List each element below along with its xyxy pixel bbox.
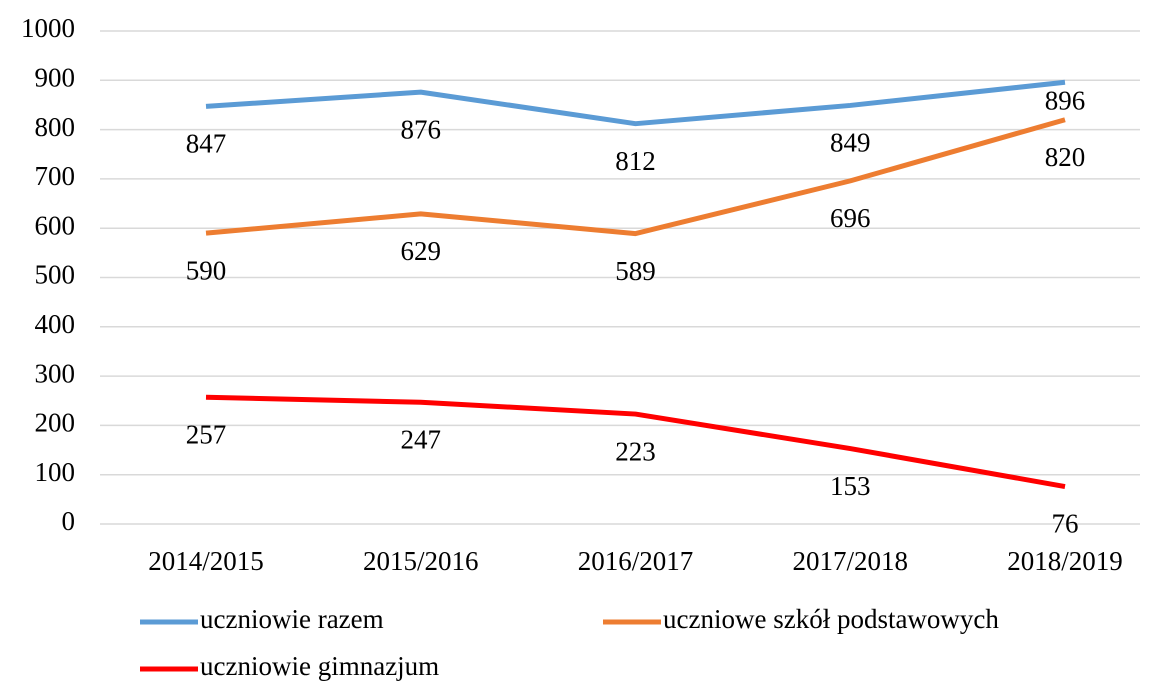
- data-label: 849: [830, 128, 871, 158]
- data-label: 257: [186, 420, 227, 450]
- data-label: 76: [1052, 509, 1079, 539]
- y-tick-label: 300: [35, 358, 76, 388]
- y-tick-label: 800: [35, 112, 76, 142]
- y-tick-label: 400: [35, 309, 76, 339]
- x-tick-label: 2014/2015: [148, 546, 264, 576]
- data-label: 247: [401, 424, 442, 454]
- y-tick-label: 500: [35, 260, 76, 290]
- data-label: 696: [830, 203, 871, 233]
- data-label: 629: [401, 236, 442, 266]
- x-tick-label: 2016/2017: [578, 546, 694, 576]
- data-label: 820: [1045, 142, 1086, 172]
- x-tick-label: 2018/2019: [1007, 546, 1123, 576]
- series-line: [205, 117, 1066, 237]
- y-tick-label: 200: [35, 408, 76, 438]
- y-tick-label: 600: [35, 210, 76, 240]
- data-label: 876: [401, 114, 442, 144]
- x-tick-label: 2015/2016: [363, 546, 479, 576]
- y-tick-label: 700: [35, 161, 76, 191]
- x-tick-label: 2017/2018: [792, 546, 908, 576]
- legend-label: uczniowe szkół podstawowych: [663, 604, 999, 634]
- y-tick-label: 100: [35, 457, 76, 487]
- series-line: [205, 79, 1066, 127]
- legend-label: uczniowie gimnazjum: [200, 651, 439, 681]
- data-label: 223: [615, 436, 656, 466]
- legend-label: uczniowie razem: [200, 604, 384, 634]
- data-label: 589: [615, 256, 656, 286]
- data-label: 896: [1045, 85, 1086, 115]
- y-tick-label: 0: [62, 506, 76, 536]
- data-label: 153: [830, 471, 871, 501]
- data-label: 812: [615, 146, 656, 176]
- data-label: 847: [186, 129, 227, 159]
- y-tick-label: 900: [35, 63, 76, 93]
- series-line: [205, 394, 1066, 489]
- y-tick-label: 1000: [21, 13, 75, 43]
- data-label: 590: [186, 255, 227, 285]
